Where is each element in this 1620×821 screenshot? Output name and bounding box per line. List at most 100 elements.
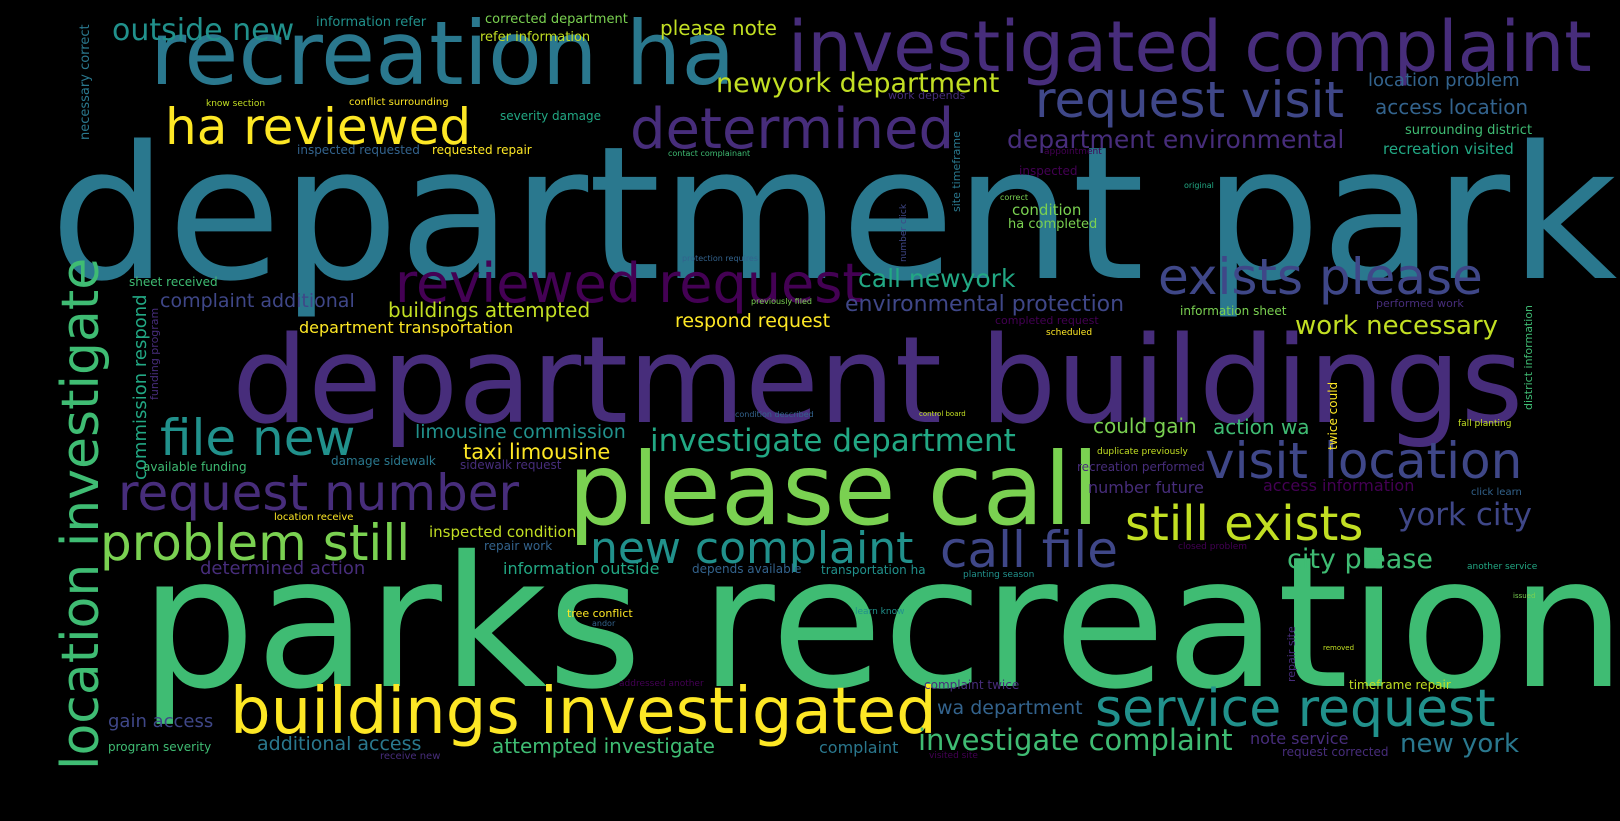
cloud-word: work necessary [1295, 311, 1499, 341]
cloud-word: reviewed request [395, 252, 864, 315]
cloud-word: environmental protection [845, 292, 1125, 317]
cloud-word: issued [1513, 592, 1536, 600]
cloud-word: recreation performed [1077, 460, 1205, 474]
cloud-word: complaint [819, 738, 899, 757]
cloud-word: damage sidewalk [331, 454, 436, 468]
cloud-word: location problem [1368, 70, 1520, 91]
cloud-word: buildings attempted [388, 298, 591, 322]
cloud-word: original [1184, 181, 1214, 190]
cloud-word: request visit [1035, 71, 1344, 129]
cloud-word: exists please [1158, 248, 1483, 306]
cloud-word: determined action [200, 558, 366, 579]
cloud-word: control board [919, 410, 966, 418]
cloud-word: click learn [1471, 487, 1522, 498]
cloud-word: problem still [100, 514, 411, 572]
cloud-word: request number [118, 464, 520, 522]
cloud-word: appointment [1044, 147, 1102, 157]
cloud-word: surrounding district [1405, 123, 1533, 138]
cloud-word: respond request [675, 310, 831, 332]
cloud-word: fall planting [1458, 419, 1512, 429]
cloud-word: district information [1522, 304, 1535, 410]
cloud-word: another service [1467, 562, 1538, 572]
cloud-word: planting season [963, 570, 1035, 580]
cloud-word: access location [1375, 95, 1529, 119]
cloud-word: funding program [148, 307, 161, 400]
cloud-word: learn know [855, 607, 905, 617]
cloud-word: call file [940, 521, 1118, 579]
cloud-word: requested repair [432, 143, 532, 157]
cloud-word: sheet received [129, 275, 218, 289]
cloud-word: protection requires [682, 254, 759, 263]
cloud-word: file new [160, 409, 356, 467]
cloud-word: inspected [1019, 164, 1078, 178]
cloud-word: ha completed [1008, 217, 1098, 232]
cloud-word: investigate department [650, 423, 1016, 459]
cloud-word: available funding [143, 460, 247, 474]
cloud-word: repair site [1285, 626, 1298, 682]
cloud-word: necessary correct [78, 24, 93, 140]
cloud-word: action wa [1213, 415, 1310, 439]
cloud-word: duplicate previously [1097, 447, 1188, 457]
cloud-word: removed [1323, 644, 1355, 652]
cloud-word: depends available [692, 562, 802, 576]
cloud-word: city please [1287, 544, 1433, 575]
cloud-word: completed request [995, 314, 1099, 327]
cloud-word: know section [206, 99, 266, 109]
cloud-word: condition [1012, 201, 1082, 219]
cloud-word: taxi limousine [463, 440, 611, 464]
cloud-word: scheduled [1046, 328, 1093, 338]
cloud-word: please call [568, 431, 1100, 548]
cloud-word: ha reviewed [165, 98, 472, 156]
cloud-word: limousine commission [415, 421, 626, 443]
cloud-word: site timeframe [950, 131, 963, 212]
cloud-word: visit location [1205, 432, 1523, 490]
cloud-word: york city [1398, 497, 1533, 533]
cloud-word: could gain [1093, 414, 1197, 438]
cloud-word: number future [1088, 478, 1204, 497]
cloud-word: visited site [929, 751, 978, 761]
cloud-word: call newyork [858, 264, 1016, 293]
cloud-word: parks recreation [140, 517, 1620, 729]
cloud-word: department buildings [232, 312, 1524, 451]
cloud-word: access information [1263, 476, 1415, 495]
cloud-word: department parks [50, 106, 1620, 322]
cloud-word: note service [1250, 729, 1349, 748]
cloud-word: transportation ha [821, 563, 926, 577]
cloud-word: andor [592, 619, 616, 628]
cloud-word: attempted investigate [492, 734, 715, 758]
cloud-word: department environmental [1007, 125, 1345, 154]
cloud-word: twice could [1326, 381, 1340, 450]
cloud-word: severity damage [500, 109, 602, 123]
cloud-word: repair work [484, 539, 553, 553]
cloud-word: new complaint [590, 523, 914, 574]
cloud-word: buildings investigated [230, 675, 937, 749]
cloud-word: conflict surrounding [349, 97, 449, 108]
cloud-word: investigated complaint [788, 6, 1592, 88]
cloud-word: wa department [937, 697, 1083, 719]
cloud-word: number click [899, 203, 909, 262]
cloud-word: work depends [888, 89, 966, 102]
cloud-word: determined [630, 97, 955, 162]
cloud-word: program severity [108, 740, 212, 754]
cloud-word: contact complainant [668, 149, 751, 158]
cloud-word: previously filed [751, 297, 812, 306]
cloud-word: performed work [1376, 297, 1464, 310]
cloud-word: service request [1095, 679, 1496, 739]
cloud-word: complaint additional [160, 290, 355, 312]
cloud-word: request corrected [1282, 745, 1389, 759]
cloud-word: investigate complaint [918, 723, 1233, 757]
cloud-word: tree conflict [567, 607, 633, 620]
cloud-word: information refer [316, 15, 427, 30]
cloud-word: outside new [112, 13, 295, 48]
cloud-word: newyork department [716, 68, 1000, 99]
cloud-word: addressed another [619, 679, 704, 689]
cloud-word: new york [1400, 729, 1520, 759]
cloud-word: additional access [257, 733, 422, 755]
cloud-word: timeframe repair [1349, 678, 1451, 692]
cloud-word: sidewalk request [460, 458, 562, 472]
cloud-word: location receive [274, 512, 354, 523]
cloud-word: complaint twice [924, 678, 1020, 692]
cloud-word: corrected department [485, 12, 628, 27]
cloud-word: closed problem [1178, 542, 1247, 552]
